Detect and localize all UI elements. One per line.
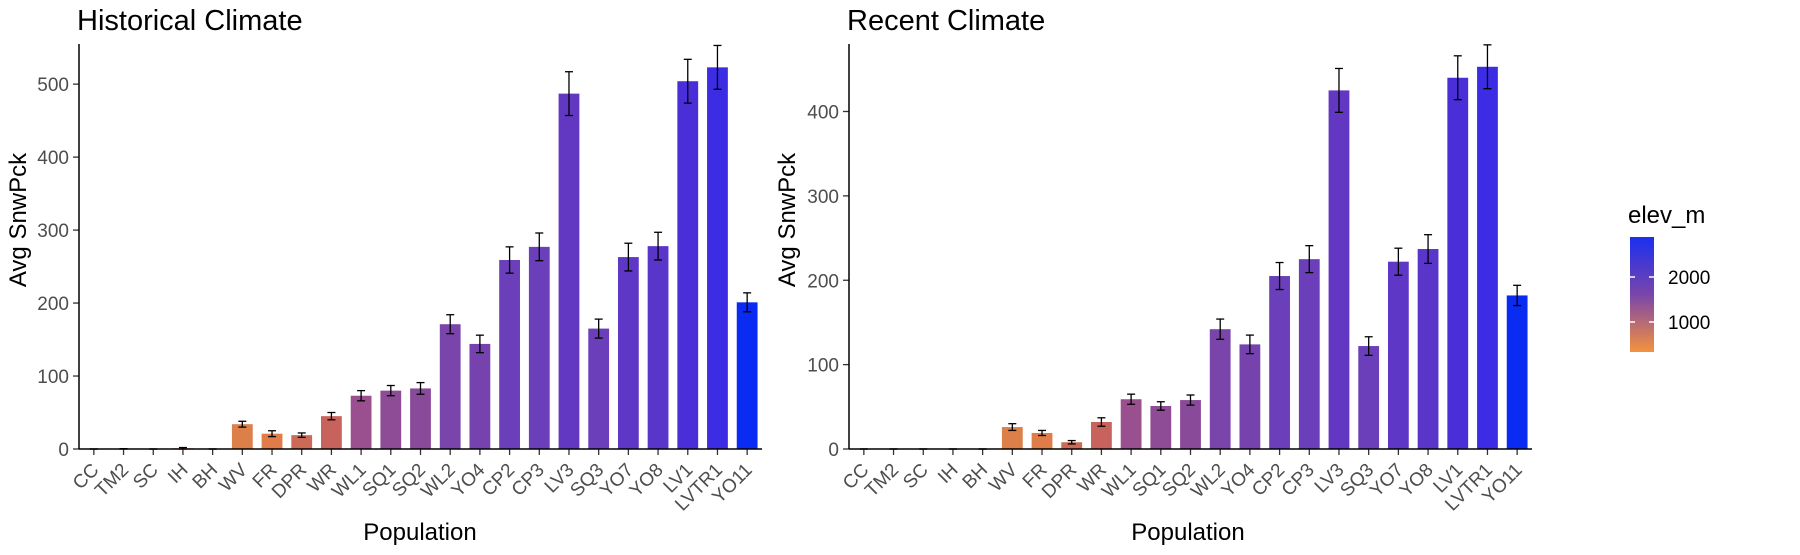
x-tick-label-WV: WV — [985, 459, 1022, 496]
y-tick-label: 200 — [37, 294, 69, 315]
legend-title: elev_m — [1628, 202, 1705, 229]
bar-SQ3 — [1358, 346, 1380, 449]
bar-FR — [261, 433, 283, 449]
bar-WL2 — [439, 324, 461, 449]
y-tick-label: 400 — [37, 148, 69, 169]
y-tick-label: 100 — [807, 356, 839, 377]
bar-WV — [1001, 427, 1023, 449]
bar-WL1 — [1120, 399, 1142, 449]
bar-WL1 — [350, 395, 372, 449]
bar-DPR — [291, 435, 313, 449]
bar-WL2 — [1209, 329, 1231, 449]
x-tick-label-IH: IH — [934, 460, 962, 488]
bar-YO8 — [647, 246, 669, 449]
x-axis-title: Population — [1131, 519, 1244, 546]
y-tick-label: 400 — [807, 103, 839, 124]
y-tick-label: 200 — [807, 271, 839, 292]
x-tick-label-IH: IH — [164, 460, 192, 488]
bar-YO7 — [617, 257, 639, 449]
y-tick-label: 100 — [37, 367, 69, 388]
bar-YO8 — [1417, 249, 1439, 449]
y-tick-label: 300 — [37, 221, 69, 242]
x-tick-label-TM2: TM2 — [861, 460, 903, 502]
bar-LVTR1 — [707, 67, 728, 449]
bar-YO7 — [1387, 261, 1409, 449]
bar-LV3 — [558, 93, 580, 450]
legend: elev_m 2000 1000 — [1628, 202, 1710, 352]
bar-YO11 — [736, 302, 758, 449]
legend-label-2000: 2000 — [1668, 268, 1710, 289]
x-tick-label-WV: WV — [215, 459, 252, 496]
bar-YO4 — [1239, 344, 1261, 449]
x-tick-label-SC: SC — [899, 460, 933, 494]
bar-YO11 — [1506, 295, 1528, 449]
bar-LV1 — [1447, 77, 1469, 449]
y-axis-title: Avg SnwPck — [5, 152, 32, 287]
bar-SQ2 — [1180, 400, 1201, 449]
legend-colorbar — [1630, 237, 1654, 352]
bar-WR — [1091, 422, 1112, 449]
bar-WV — [231, 424, 253, 449]
bar-SQ1 — [1150, 405, 1172, 449]
chart-title: Recent Climate — [847, 5, 1045, 37]
y-tick-label: 300 — [807, 187, 839, 208]
panel-historical: Historical Climate Avg SnwPck Population… — [5, 5, 762, 546]
bar-WR — [321, 416, 342, 449]
y-tick-label: 0 — [828, 440, 839, 461]
x-tick-label-BH: BH — [189, 460, 223, 494]
bar-CP2 — [499, 260, 520, 449]
bar-SQ2 — [410, 388, 431, 449]
bar-SQ3 — [588, 328, 610, 449]
x-tick-label-BH: BH — [959, 460, 993, 494]
bar-LVTR1 — [1477, 66, 1498, 449]
y-tick-label: 500 — [37, 75, 69, 96]
bar-CP3 — [1298, 259, 1320, 449]
y-axis-title: Avg SnwPck — [774, 152, 801, 287]
chart-title: Historical Climate — [77, 5, 303, 37]
panel-recent: Recent Climate Avg SnwPck Population 0 10… — [774, 5, 1532, 546]
y-tick-label: 0 — [58, 440, 69, 461]
bar-YO4 — [469, 343, 491, 449]
bar-CP3 — [528, 246, 550, 449]
bar-FR — [1031, 432, 1053, 449]
bar-CP2 — [1269, 276, 1290, 449]
bar-SQ1 — [380, 390, 402, 449]
x-axis-title: Population — [363, 519, 476, 546]
bar-DPR — [1061, 442, 1083, 449]
legend-label-1000: 1000 — [1668, 313, 1710, 334]
bar-LV1 — [677, 81, 699, 449]
x-tick-label-SC: SC — [129, 460, 163, 494]
bar-LV3 — [1328, 90, 1350, 449]
x-tick-label-TM2: TM2 — [91, 460, 133, 502]
